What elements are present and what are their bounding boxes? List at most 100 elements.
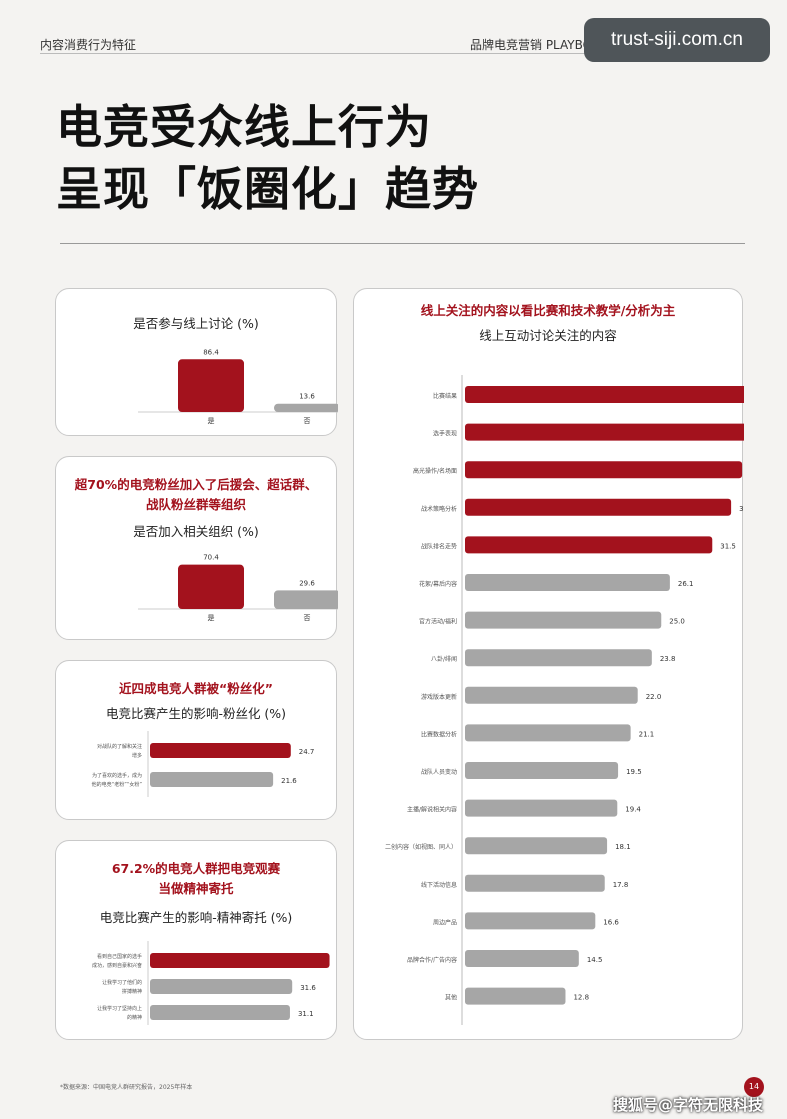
bar-value-label: 25.0	[669, 618, 685, 626]
chart-highlight: 近四成电竞人群被“粉丝化”	[119, 681, 273, 696]
bar	[150, 979, 293, 994]
bar	[465, 574, 670, 591]
bar	[465, 987, 566, 1005]
chart-join-organization: 70.4 是 29.6 否	[138, 554, 338, 622]
bar-value-label: 23.8	[660, 655, 676, 663]
bar-value-label: 24.7	[299, 748, 315, 756]
bar	[465, 649, 652, 667]
bar	[465, 386, 744, 403]
category-label: 他的电竞“老粉”“女粉”	[92, 781, 143, 788]
category-label: 是	[208, 614, 215, 622]
chart-highlight-line-2: 战队粉丝群等组织	[145, 497, 246, 512]
chart-title: 电竞比赛产生的影响-精神寄托 (%)	[99, 910, 293, 925]
bar	[465, 912, 596, 930]
bar-value-label: 31.1	[298, 1010, 314, 1018]
bar	[465, 611, 662, 629]
chart-highlight-line-2: 当做精神寄托	[158, 881, 234, 896]
bar-value-label: 18.1	[615, 843, 631, 851]
header-rule	[40, 53, 744, 54]
category-label: 其他	[445, 994, 457, 1002]
category-label: 让我学习了坚持向上	[97, 1005, 142, 1012]
card-fanization: 近四成电竞人群被“粉丝化” 电竞比赛产生的影响-粉丝化 (%) 24.7 对战队的…	[55, 660, 337, 820]
bar	[465, 536, 713, 554]
category-label: 让我学习了他们的	[102, 979, 142, 986]
chart-title: 是否参与线上讨论 (%)	[133, 316, 259, 331]
bar-value-label: 12.8	[573, 994, 589, 1002]
bar-value-label: 31.6	[300, 984, 316, 992]
bar	[465, 686, 638, 704]
category-label: 花絮/幕后内容	[419, 580, 457, 588]
category-label: 官方活动/福利	[419, 618, 457, 626]
chart-online-discussion: 86.4 是 13.6 否	[138, 348, 338, 425]
bar	[178, 564, 244, 609]
footnote-source: *数据来源：中国电竞人群研究报告，2025年样本	[60, 1084, 193, 1091]
bar-value-label: 21.1	[639, 730, 655, 738]
bar-value-label: 19.4	[625, 806, 641, 814]
bar	[465, 498, 732, 516]
category-label: 战术策略分析	[421, 505, 457, 513]
bar-value-label: 19.5	[626, 768, 642, 776]
category-label: 的精神	[127, 1014, 142, 1021]
category-label: 是	[208, 417, 215, 425]
header-section-label: 内容消费行为特征	[40, 38, 137, 52]
bar	[465, 874, 605, 892]
category-label: 比赛结果	[433, 392, 457, 400]
page-number: 14	[744, 1077, 764, 1097]
bar-value-label: 26.1	[678, 580, 694, 588]
category-label: 否	[304, 614, 311, 622]
category-label: 线下活动信息	[421, 881, 457, 889]
category-label: 成功，感到自豪和兴奋	[92, 962, 142, 969]
bar	[150, 1005, 290, 1020]
category-label: 拼搏精神	[122, 988, 142, 995]
bar	[465, 799, 618, 817]
publisher-watermark: 搜狐号@字符无限科技	[613, 1096, 764, 1114]
category-label: 品牌合作/广告内容	[407, 956, 457, 964]
chart-highlight: 67.2%的电竞人群把电竞观赛 当做精神寄托	[56, 859, 336, 899]
chart-highlight: 超70%的电竞粉丝加入了后援会、超话群、 战队粉丝群等组织	[56, 475, 336, 515]
category-label: 游戏版本更新	[421, 693, 457, 701]
card-spiritual-support: 67.2%的电竞人群把电竞观赛 当做精神寄托 电竞比赛产生的影响-精神寄托 (%…	[55, 840, 338, 1040]
chart-highlight-line-1: 67.2%的电竞人群把电竞观赛	[111, 861, 281, 876]
category-label: 否	[304, 417, 311, 425]
category-label: 主播/解说相关内容	[407, 806, 457, 814]
category-label: 为了喜欢的选手，成为	[92, 772, 142, 779]
category-label: 高光操作/名场面	[413, 467, 457, 475]
bar	[178, 359, 244, 412]
bar	[150, 953, 330, 968]
bar	[150, 743, 291, 758]
bar-value-label: 16.6	[603, 918, 619, 926]
title-rule	[60, 243, 745, 244]
category-label: 选手表现	[433, 430, 457, 438]
header-guide-label: 品牌电竞营销 PLAYBOOK	[470, 38, 610, 52]
bar-value-label: 13.6	[299, 393, 315, 401]
headline-line-2: 呈现「饭圈化」趋势	[56, 162, 479, 216]
bar-value-label: 22.0	[646, 693, 662, 701]
bar-value-label: 70.4	[203, 554, 219, 562]
category-label: 战队人员变动	[421, 768, 457, 776]
chart-online-content: 38.6比赛结果37.1选手表现35.3高光操作/名场面33.9战术策略分析31…	[385, 375, 744, 1025]
category-label: 周边产品	[433, 918, 457, 926]
page-headline: 电竞受众线上行为 呈现「饭圈化」趋势	[56, 96, 479, 220]
bar-value-label: 14.5	[587, 956, 603, 964]
bar	[274, 403, 338, 412]
card-join-organization: 超70%的电竞粉丝加入了后援会、超话群、 战队粉丝群等组织 是否加入相关组织 (…	[55, 456, 338, 640]
bar-value-label: 17.8	[613, 881, 629, 889]
bar	[465, 762, 619, 779]
category-label: 增多	[132, 752, 142, 759]
chart-title: 电竞比赛产生的影响-粉丝化 (%)	[105, 706, 287, 721]
bar-value-label: 29.6	[299, 579, 315, 587]
bar	[465, 461, 743, 479]
chart-spiritual-support: 39.9看到自己国家的选手成功，感到自豪和兴奋31.6让我学习了他们的拼搏精神3…	[92, 941, 338, 1025]
card-online-discussion: 是否参与线上讨论 (%) 86.4 是 13.6 否	[55, 288, 338, 436]
category-label: 二创内容（如视图、同人）	[385, 843, 457, 851]
bar	[465, 950, 579, 967]
category-label: 对战队的了解和关注	[97, 743, 142, 750]
category-label: 看到自己国家的选手	[97, 953, 142, 960]
bar-value-label: 86.4	[203, 348, 219, 356]
bar-value-label: 21.6	[281, 777, 297, 785]
bar	[150, 772, 274, 787]
bar	[274, 590, 338, 609]
headline-line-1: 电竞受众线上行为	[56, 100, 432, 154]
card-online-content: 线上关注的内容以看比赛和技术教学/分析为主 线上互动讨论关注的内容 38.6比赛…	[353, 288, 744, 1040]
